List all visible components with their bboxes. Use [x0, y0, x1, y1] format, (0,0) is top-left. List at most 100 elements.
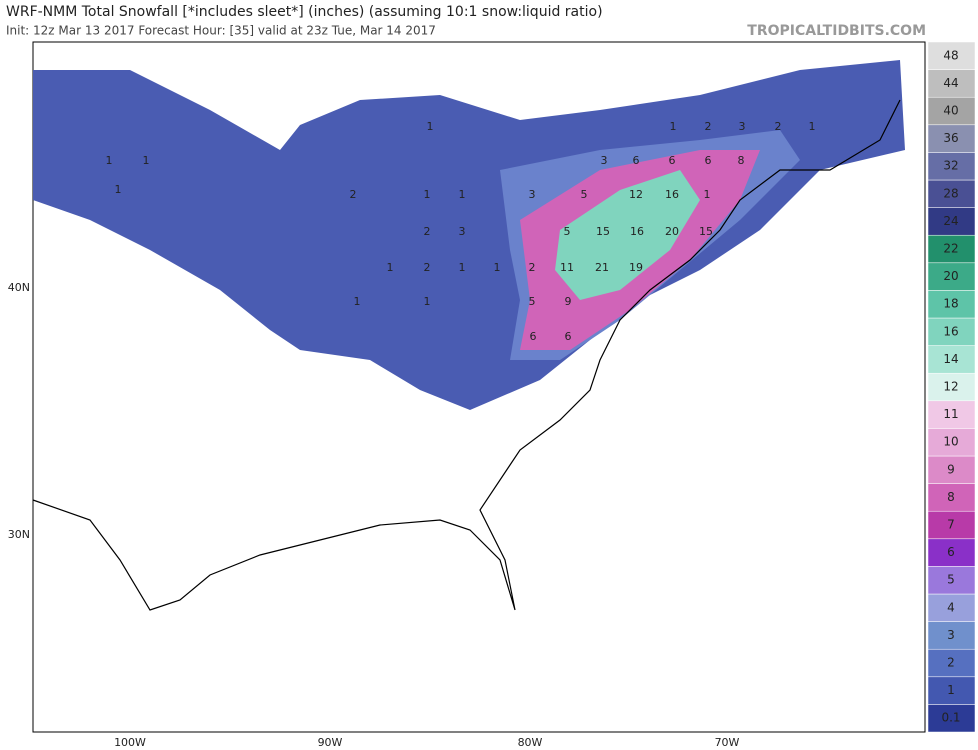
colorbar-label: 24: [943, 214, 958, 228]
snow-label: 8: [738, 154, 745, 167]
snow-label: 2: [775, 120, 782, 133]
snow-label: 6: [669, 154, 676, 167]
snow-label: 1: [494, 261, 501, 274]
colorbar-swatch: [927, 345, 976, 374]
colorbar-swatch: [927, 648, 976, 678]
colorbar-swatch: [927, 234, 976, 264]
snow-label: 1: [424, 188, 431, 201]
snow-label: 11: [560, 261, 574, 274]
colorbar: 0.11234567891011121416182022242832364044…: [927, 41, 976, 733]
snow-label: 1: [670, 120, 677, 133]
colorbar-label: 8: [947, 490, 955, 504]
colorbar-swatch: [927, 372, 976, 402]
colorbar-swatch: [927, 96, 976, 126]
colorbar-label: 14: [943, 352, 958, 366]
colorbar-label: 12: [943, 380, 958, 394]
colorbar-label: 1: [947, 683, 955, 697]
snow-label: 12: [629, 188, 643, 201]
colorbar-swatch: [927, 317, 976, 346]
lat-label: 40N: [8, 281, 30, 294]
colorbar-label: 32: [943, 159, 958, 173]
snow-label: 2: [529, 261, 536, 274]
colorbar-swatch: [927, 621, 976, 650]
snow-label: 3: [529, 188, 536, 201]
credit: TROPICALTIDBITS.COM: [747, 23, 926, 39]
snow-label: 1: [143, 154, 150, 167]
snow-label: 16: [630, 225, 644, 238]
colorbar-swatch: [927, 290, 976, 319]
map: [32, 41, 926, 733]
colorbar-swatch: [927, 400, 976, 429]
colorbar-swatch: [927, 152, 976, 181]
snow-label: 1: [387, 261, 394, 274]
snow-label: 6: [705, 154, 712, 167]
snow-label: 1: [704, 188, 711, 201]
colorbar-label: 44: [943, 76, 958, 90]
snow-label: 9: [565, 295, 572, 308]
colorbar-swatch: [927, 455, 976, 484]
colorbar-label: 7: [947, 518, 955, 532]
snow-label: 15: [596, 225, 610, 238]
lon-label: 100W: [114, 736, 146, 749]
colorbar-label: 16: [943, 324, 958, 338]
colorbar-label: 22: [943, 242, 958, 256]
snow-label: 2: [424, 261, 431, 274]
lon-label: 70W: [715, 736, 740, 749]
colorbar-swatch: [927, 207, 976, 236]
snow-label: 3: [459, 225, 466, 238]
snow-label: 3: [601, 154, 608, 167]
colorbar-swatch: [927, 41, 976, 70]
colorbar-label: 18: [943, 297, 958, 311]
colorbar-swatch: [927, 566, 976, 595]
snow-label: 5: [529, 295, 536, 308]
snow-label: 1: [459, 261, 466, 274]
colorbar-swatch: [927, 510, 976, 540]
snow-label: 20: [665, 225, 679, 238]
snow-area: [555, 170, 700, 300]
snow-label: 1: [424, 295, 431, 308]
snow-label: 15: [699, 225, 713, 238]
colorbar-label: 48: [943, 48, 958, 62]
colorbar-label: 36: [943, 131, 958, 145]
snow-label: 2: [705, 120, 712, 133]
snow-label: 1: [106, 154, 113, 167]
colorbar-label: 5: [947, 573, 955, 587]
coastline: [32, 99, 901, 611]
snow-label: 5: [581, 188, 588, 201]
colorbar-label: 11: [943, 407, 958, 421]
snow-label: 1: [459, 188, 466, 201]
snow-label: 16: [665, 188, 679, 201]
colorbar-swatch: [927, 538, 976, 567]
snow-label: 1: [809, 120, 816, 133]
colorbar-label: 28: [943, 186, 958, 200]
snow-label: 3: [739, 120, 746, 133]
colorbar-swatch: [927, 124, 976, 153]
colorbar-label: 2: [947, 656, 955, 670]
subtitle: Init: 12z Mar 13 2017 Forecast Hour: [35…: [6, 24, 436, 38]
snow-label: 21: [595, 261, 609, 274]
colorbar-label: 6: [947, 545, 955, 559]
snow-label: 5: [564, 225, 571, 238]
colorbar-label: 10: [943, 435, 958, 449]
colorbar-label: 3: [947, 628, 955, 642]
lon-label: 90W: [318, 736, 343, 749]
colorbar-label: 40: [943, 104, 958, 118]
colorbar-label: 0.1: [941, 711, 960, 725]
colorbar-swatch: [927, 593, 976, 622]
snow-label: 2: [350, 188, 357, 201]
colorbar-label: 4: [947, 600, 955, 614]
lon-label: 80W: [518, 736, 543, 749]
title: WRF-NMM Total Snowfall [*includes sleet*…: [6, 4, 603, 20]
snow-label: 19: [629, 261, 643, 274]
snow-label: 2: [424, 225, 431, 238]
colorbar-label: 20: [943, 269, 958, 283]
colorbar-swatch: [927, 483, 976, 512]
snow-label: 1: [427, 120, 434, 133]
snow-label: 1: [115, 183, 122, 196]
snow-label: 6: [565, 330, 572, 343]
lat-label: 30N: [8, 528, 30, 541]
snow-label: 6: [633, 154, 640, 167]
colorbar-swatch: [927, 69, 976, 98]
